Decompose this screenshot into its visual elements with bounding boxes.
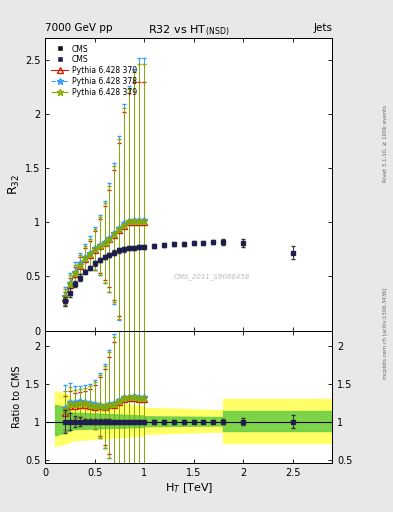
Line: CMS: CMS: [62, 240, 295, 304]
X-axis label: H$_{T}$ [TeV]: H$_{T}$ [TeV]: [165, 481, 213, 495]
Text: mcplots.cern.ch [arXiv:1306.3436]: mcplots.cern.ch [arXiv:1306.3436]: [383, 287, 387, 378]
Y-axis label: Ratio to CMS: Ratio to CMS: [12, 366, 22, 428]
Pythia 6.428 370: [127, 219, 132, 225]
Text: CMS_2011_S9088458: CMS_2011_S9088458: [173, 273, 250, 280]
Pythia 6.428 379: [97, 243, 102, 249]
CMS: [137, 244, 141, 250]
CMS: [211, 239, 216, 245]
Pythia 6.428 370: [87, 252, 92, 258]
Pythia 6.428 370: [62, 295, 67, 301]
CMS: [62, 298, 67, 305]
CMS: [87, 265, 92, 271]
CMS: [77, 274, 82, 281]
Pythia 6.428 379: [122, 222, 127, 228]
CMS: [73, 281, 77, 287]
Legend: CMS, CMS, Pythia 6.428 370, Pythia 6.428 378, Pythia 6.428 379: CMS, CMS, Pythia 6.428 370, Pythia 6.428…: [49, 42, 140, 99]
Pythia 6.428 379: [77, 262, 82, 268]
CMS: [142, 244, 147, 250]
Pythia 6.428 379: [102, 240, 107, 246]
Pythia 6.428 379: [117, 226, 122, 232]
Pythia 6.428 378: [97, 242, 102, 248]
Pythia 6.428 378: [77, 261, 82, 267]
Pythia 6.428 370: [122, 223, 127, 229]
Pythia 6.428 370: [68, 282, 72, 288]
Pythia 6.428 378: [87, 249, 92, 255]
CMS: [221, 239, 226, 245]
Pythia 6.428 379: [132, 218, 137, 224]
Pythia 6.428 370: [137, 219, 141, 225]
Pythia 6.428 370: [97, 243, 102, 249]
Pythia 6.428 379: [127, 218, 132, 224]
Pythia 6.428 370: [92, 247, 97, 253]
Pythia 6.428 370: [83, 256, 87, 262]
Text: Jets: Jets: [313, 23, 332, 33]
Pythia 6.428 378: [137, 217, 141, 223]
CMS: [241, 240, 245, 246]
CMS: [68, 290, 72, 296]
Pythia 6.428 370: [73, 271, 77, 278]
Pythia 6.428 370: [132, 219, 137, 225]
Text: 7000 GeV pp: 7000 GeV pp: [45, 23, 113, 33]
Line: Pythia 6.428 378: Pythia 6.428 378: [62, 217, 148, 300]
Pythia 6.428 378: [122, 220, 127, 226]
Pythia 6.428 378: [92, 245, 97, 251]
Pythia 6.428 379: [83, 255, 87, 261]
CMS: [117, 247, 122, 253]
Pythia 6.428 379: [62, 294, 67, 300]
CMS: [290, 249, 295, 255]
CMS: [102, 254, 107, 260]
Pythia 6.428 378: [68, 280, 72, 286]
Pythia 6.428 370: [77, 263, 82, 269]
CMS: [181, 241, 186, 247]
Pythia 6.428 378: [132, 217, 137, 223]
Pythia 6.428 378: [107, 234, 112, 241]
Pythia 6.428 379: [112, 231, 117, 238]
Pythia 6.428 379: [92, 246, 97, 252]
Title: R32 vs HT$\mathdefault{_{\,(NSD)}}$: R32 vs HT$\mathdefault{_{\,(NSD)}}$: [148, 24, 230, 38]
Y-axis label: R$_{32}$: R$_{32}$: [7, 174, 22, 195]
Pythia 6.428 379: [68, 281, 72, 287]
CMS: [83, 269, 87, 275]
CMS: [152, 243, 156, 249]
Pythia 6.428 378: [112, 230, 117, 236]
Text: Rivet 3.1.10, ≥ 100k events: Rivet 3.1.10, ≥ 100k events: [383, 105, 387, 182]
Pythia 6.428 378: [83, 254, 87, 260]
Pythia 6.428 370: [117, 227, 122, 233]
Pythia 6.428 379: [87, 251, 92, 257]
CMS: [162, 242, 166, 248]
CMS: [171, 241, 176, 247]
Pythia 6.428 378: [102, 239, 107, 245]
Pythia 6.428 370: [142, 219, 147, 225]
Line: Pythia 6.428 370: Pythia 6.428 370: [62, 220, 147, 301]
Pythia 6.428 379: [107, 236, 112, 242]
CMS: [122, 246, 127, 252]
CMS: [132, 245, 137, 251]
CMS: [201, 240, 206, 246]
Pythia 6.428 378: [142, 217, 147, 223]
CMS: [92, 261, 97, 267]
Pythia 6.428 378: [62, 293, 67, 299]
CMS: [191, 240, 196, 246]
Pythia 6.428 378: [127, 218, 132, 224]
Pythia 6.428 378: [117, 225, 122, 231]
CMS: [127, 245, 132, 251]
Pythia 6.428 370: [102, 240, 107, 246]
Pythia 6.428 370: [107, 236, 112, 242]
Pythia 6.428 379: [142, 218, 147, 224]
Pythia 6.428 370: [112, 232, 117, 239]
Pythia 6.428 379: [137, 218, 141, 224]
CMS: [97, 257, 102, 263]
Pythia 6.428 379: [73, 270, 77, 276]
CMS: [107, 252, 112, 258]
CMS: [112, 249, 117, 255]
Pythia 6.428 378: [73, 269, 77, 275]
Line: Pythia 6.428 379: Pythia 6.428 379: [62, 218, 148, 301]
